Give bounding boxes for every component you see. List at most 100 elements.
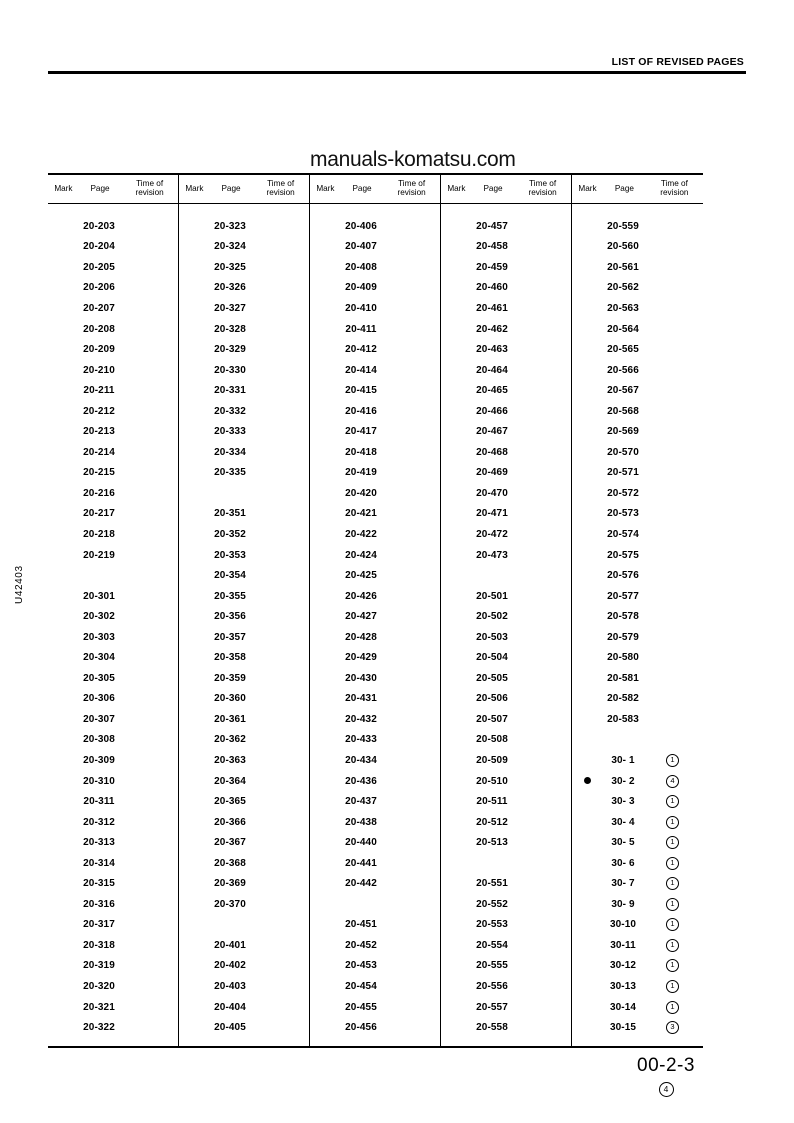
- cell-page-number: 20-206: [83, 282, 115, 294]
- cell-page-number: 20-438: [345, 816, 377, 828]
- cell-page-number: 20-466: [476, 405, 508, 417]
- cell-page-number: 20-441: [345, 857, 377, 869]
- table-row: 20-562: [572, 278, 703, 299]
- cell-time-of-revision: 1: [644, 959, 701, 973]
- table-row: 20-422: [310, 524, 440, 545]
- table-row: [179, 483, 309, 504]
- table-row: [441, 565, 571, 586]
- column-header-page: Page: [352, 183, 372, 193]
- cell-page-number: 20-570: [607, 446, 639, 458]
- cell-page-number: 20-573: [607, 508, 639, 520]
- table-group: Mark Page Time of revision 20-457 20-458 20-45…: [441, 175, 572, 1046]
- revised-pages-table: Mark Page Time of revision 20-203 20-204 20-20…: [48, 173, 703, 1048]
- table-row: 20-510: [441, 771, 571, 792]
- table-row: 20-323: [179, 216, 309, 237]
- table-row: 20-318: [48, 935, 178, 956]
- circled-number-icon: 1: [666, 877, 679, 891]
- cell-page-number: 20-317: [83, 919, 115, 931]
- table-row: 20-327: [179, 298, 309, 319]
- cell-page-number: 20-306: [83, 693, 115, 705]
- cell-page-number: 20-325: [214, 261, 246, 273]
- table-row: 20-335: [179, 463, 309, 484]
- cell-page-number: 20-583: [607, 713, 639, 725]
- table-row: 20-437: [310, 791, 440, 812]
- cell-page-number: 20-216: [83, 487, 115, 499]
- cell-page-number: 20-357: [214, 631, 246, 643]
- cell-page-number: 20-458: [476, 241, 508, 253]
- table-row: 20-330: [179, 360, 309, 381]
- cell-page-number: 20-420: [345, 487, 377, 499]
- group-header-row: Mark Page Time of revision: [179, 175, 309, 204]
- table-row: 20-572: [572, 483, 703, 504]
- cell-page-number: 20-329: [214, 344, 246, 356]
- table-row: 20-577: [572, 586, 703, 607]
- cell-page-number: 20-569: [607, 426, 639, 438]
- cell-page-number: 20-576: [607, 570, 639, 582]
- table-row: 20-558: [441, 1017, 571, 1038]
- table-row: 20-317: [48, 915, 178, 936]
- table-row: 20-325: [179, 257, 309, 278]
- table-row: 20-353: [179, 545, 309, 566]
- column-header-time-of-revision: Time of revision: [528, 179, 557, 197]
- table-row: 20-503: [441, 627, 571, 648]
- table-row: 20-420: [310, 483, 440, 504]
- table-row: 20-460: [441, 278, 571, 299]
- circled-number-icon: 1: [666, 897, 679, 911]
- table-row: 20-461: [441, 298, 571, 319]
- cell-page-number: 20-318: [83, 939, 115, 951]
- column-header-mark: Mark: [447, 183, 466, 193]
- circled-number-icon: 1: [666, 795, 679, 809]
- cell-page-number: 20-568: [607, 405, 639, 417]
- cell-page-number: 20-322: [83, 1022, 115, 1034]
- table-row: 20-401: [179, 935, 309, 956]
- cell-page-number: 20-557: [476, 1001, 508, 1013]
- table-row: 20-362: [179, 730, 309, 751]
- cell-page-number: 20-501: [476, 590, 508, 602]
- cell-page-number: 20-324: [214, 241, 246, 253]
- cell-page-number: 20-209: [83, 344, 115, 356]
- table-row: 20-428: [310, 627, 440, 648]
- cell-page-number: 30- 7: [611, 878, 635, 890]
- cell-page-number: 20-332: [214, 405, 246, 417]
- table-row: 20-553: [441, 915, 571, 936]
- cell-page-number: 20-427: [345, 611, 377, 623]
- side-document-code: U42403: [14, 565, 25, 604]
- table-row: 20-452: [310, 935, 440, 956]
- table-row: 20-425: [310, 565, 440, 586]
- table-row: 20-351: [179, 504, 309, 525]
- table-row: 20-432: [310, 709, 440, 730]
- cell-page-number: 30-15: [609, 1022, 637, 1034]
- table-row: [441, 853, 571, 874]
- group-body: 20-203 20-204 20-205 20-206 20-207 20-208 20-2…: [48, 204, 178, 1046]
- cell-time-of-revision: 1: [644, 795, 701, 809]
- table-row: 20-367: [179, 832, 309, 853]
- table-row: 20-462: [441, 319, 571, 340]
- cell-page-number: 20-432: [345, 713, 377, 725]
- table-row: 20-504: [441, 647, 571, 668]
- table-row: 20-505: [441, 668, 571, 689]
- table-row: 20-471: [441, 504, 571, 525]
- group-body: 20-406 20-407 20-408 20-409 20-410 20-411 20-4…: [310, 204, 440, 1046]
- table-row: 20-438: [310, 812, 440, 833]
- table-row: 20-302: [48, 606, 178, 627]
- revision-bullet-icon: [583, 777, 591, 785]
- cell-page-number: 20-457: [476, 220, 508, 232]
- cell-page-number: 30-12: [609, 960, 637, 972]
- cell-page-number: 20-463: [476, 344, 508, 356]
- cell-page-number: 20-334: [214, 446, 246, 458]
- table-row: 20-454: [310, 976, 440, 997]
- table-row: [572, 730, 703, 751]
- circled-number-icon: 1: [666, 938, 679, 952]
- cell-time-of-revision: 1: [644, 753, 701, 767]
- cell-page-number: 20-426: [345, 590, 377, 602]
- table-row: 30- 2 4: [572, 771, 703, 792]
- table-row: 20-571: [572, 463, 703, 484]
- table-row: 20-311: [48, 791, 178, 812]
- cell-page-number: 20-354: [214, 570, 246, 582]
- cell-page-number: 20-406: [345, 220, 377, 232]
- cell-page-number: 20-503: [476, 631, 508, 643]
- cell-page-number: 20-215: [83, 467, 115, 479]
- table-row: 20-554: [441, 935, 571, 956]
- circled-number-icon: 1: [666, 959, 679, 973]
- cell-page-number: 20-312: [83, 816, 115, 828]
